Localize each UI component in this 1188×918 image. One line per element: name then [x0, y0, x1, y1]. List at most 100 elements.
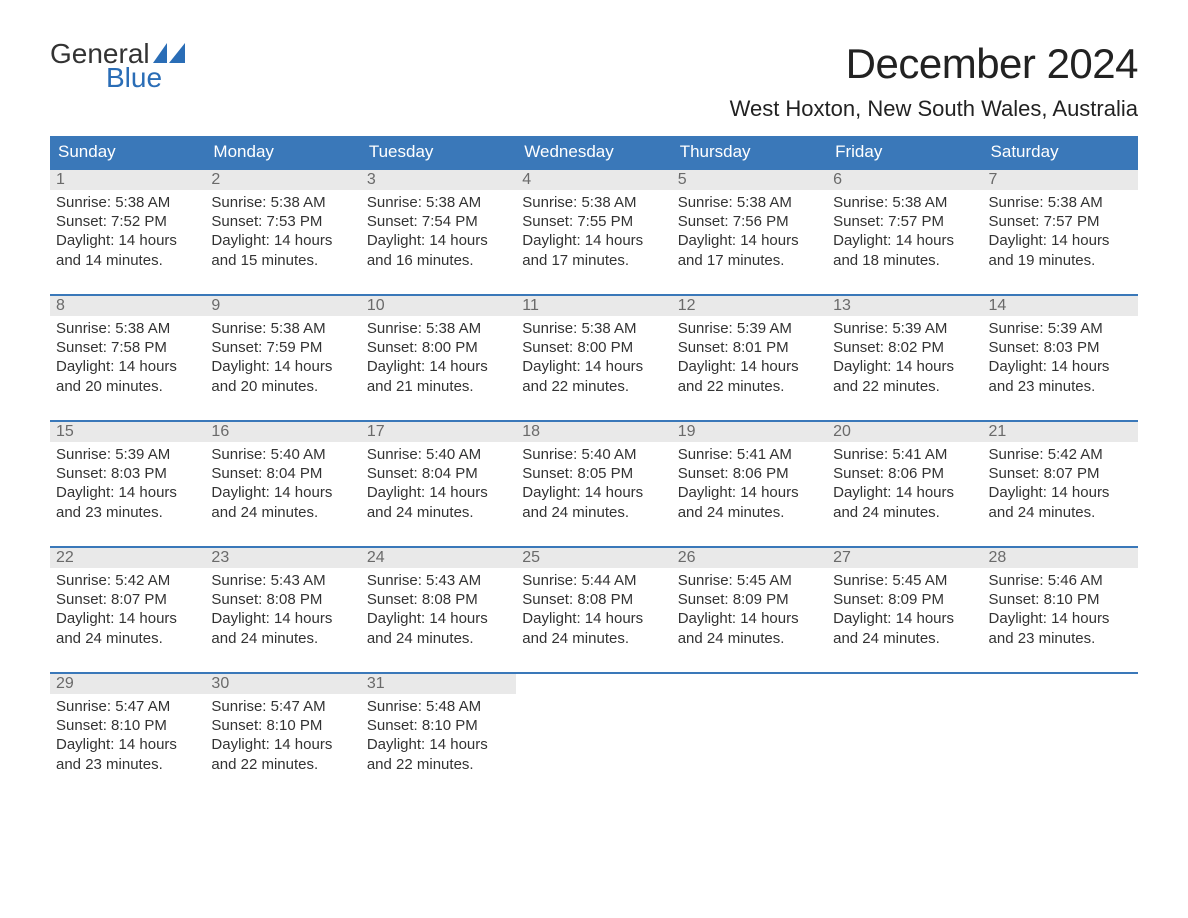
day-cell: 6Sunrise: 5:38 AMSunset: 7:57 PMDaylight… [827, 170, 982, 286]
daylight-label: Daylight: [678, 484, 736, 501]
day-details: Sunrise: 5:43 AMSunset: 8:08 PMDaylight:… [361, 568, 516, 654]
sunset-value: 8:06 PM [733, 465, 789, 482]
sunset-label: Sunset: [367, 591, 418, 608]
sunrise-value: 5:43 AM [426, 572, 481, 589]
daylight-label: Daylight: [678, 232, 736, 249]
sunrise-label: Sunrise: [367, 194, 422, 211]
sunrise-label: Sunrise: [522, 194, 577, 211]
day-cell: 16Sunrise: 5:40 AMSunset: 8:04 PMDayligh… [205, 422, 360, 538]
day-cell: 4Sunrise: 5:38 AMSunset: 7:55 PMDaylight… [516, 170, 671, 286]
day-cell: 11Sunrise: 5:38 AMSunset: 8:00 PMDayligh… [516, 296, 671, 412]
daylight-label: Daylight: [833, 232, 891, 249]
daylight-label: Daylight: [211, 736, 269, 753]
day-number: 23 [205, 548, 360, 568]
sunset-value: 8:07 PM [1044, 465, 1100, 482]
day-cell: 12Sunrise: 5:39 AMSunset: 8:01 PMDayligh… [672, 296, 827, 412]
day-number: 29 [50, 674, 205, 694]
sunset-value: 7:53 PM [266, 213, 322, 230]
day-number: 17 [361, 422, 516, 442]
day-details: Sunrise: 5:45 AMSunset: 8:09 PMDaylight:… [827, 568, 982, 654]
sunrise-value: 5:40 AM [581, 446, 636, 463]
day-cell: 26Sunrise: 5:45 AMSunset: 8:09 PMDayligh… [672, 548, 827, 664]
day-details: Sunrise: 5:45 AMSunset: 8:09 PMDaylight:… [672, 568, 827, 654]
day-cell: 30Sunrise: 5:47 AMSunset: 8:10 PMDayligh… [205, 674, 360, 790]
day-cell: 28Sunrise: 5:46 AMSunset: 8:10 PMDayligh… [983, 548, 1138, 664]
day-cell: . [516, 674, 671, 790]
week-row: 29Sunrise: 5:47 AMSunset: 8:10 PMDayligh… [50, 672, 1138, 790]
day-cell: 15Sunrise: 5:39 AMSunset: 8:03 PMDayligh… [50, 422, 205, 538]
sunrise-label: Sunrise: [522, 320, 577, 337]
sunset-label: Sunset: [56, 213, 107, 230]
day-number: 8 [50, 296, 205, 316]
sunrise-label: Sunrise: [56, 446, 111, 463]
sunrise-value: 5:38 AM [892, 194, 947, 211]
sunrise-value: 5:41 AM [737, 446, 792, 463]
header: General Blue December 2024 West Hoxton, … [50, 40, 1138, 122]
sail-icon [153, 40, 185, 60]
sunset-label: Sunset: [211, 591, 262, 608]
sunrise-value: 5:38 AM [737, 194, 792, 211]
daylight-label: Daylight: [211, 358, 269, 375]
day-cell: 24Sunrise: 5:43 AMSunset: 8:08 PMDayligh… [361, 548, 516, 664]
day-number: 21 [983, 422, 1138, 442]
day-number: 10 [361, 296, 516, 316]
sunset-label: Sunset: [367, 339, 418, 356]
sunset-label: Sunset: [989, 213, 1040, 230]
sunrise-label: Sunrise: [678, 320, 733, 337]
daylight-label: Daylight: [367, 358, 425, 375]
sunrise-label: Sunrise: [833, 194, 888, 211]
sunrise-value: 5:38 AM [581, 194, 636, 211]
day-cell: 9Sunrise: 5:38 AMSunset: 7:59 PMDaylight… [205, 296, 360, 412]
sunrise-value: 5:39 AM [1048, 320, 1103, 337]
day-details: Sunrise: 5:48 AMSunset: 8:10 PMDaylight:… [361, 694, 516, 780]
day-cell: 13Sunrise: 5:39 AMSunset: 8:02 PMDayligh… [827, 296, 982, 412]
day-cell: 3Sunrise: 5:38 AMSunset: 7:54 PMDaylight… [361, 170, 516, 286]
sunrise-value: 5:38 AM [271, 320, 326, 337]
day-cell: 7Sunrise: 5:38 AMSunset: 7:57 PMDaylight… [983, 170, 1138, 286]
day-number: 9 [205, 296, 360, 316]
sunset-label: Sunset: [989, 339, 1040, 356]
sunset-label: Sunset: [211, 465, 262, 482]
sunrise-value: 5:38 AM [1048, 194, 1103, 211]
sunset-value: 8:06 PM [888, 465, 944, 482]
sunrise-label: Sunrise: [367, 698, 422, 715]
day-details: Sunrise: 5:38 AMSunset: 7:56 PMDaylight:… [672, 190, 827, 276]
sunrise-label: Sunrise: [211, 698, 266, 715]
day-details: Sunrise: 5:42 AMSunset: 8:07 PMDaylight:… [50, 568, 205, 654]
day-cell: 18Sunrise: 5:40 AMSunset: 8:05 PMDayligh… [516, 422, 671, 538]
daylight-label: Daylight: [833, 358, 891, 375]
sunset-value: 8:01 PM [733, 339, 789, 356]
day-cell: . [672, 674, 827, 790]
day-number: 31 [361, 674, 516, 694]
day-details: Sunrise: 5:46 AMSunset: 8:10 PMDaylight:… [983, 568, 1138, 654]
day-number: 30 [205, 674, 360, 694]
day-number: 14 [983, 296, 1138, 316]
sunrise-label: Sunrise: [522, 446, 577, 463]
daylight-label: Daylight: [56, 484, 114, 501]
daylight-label: Daylight: [989, 484, 1047, 501]
day-details: Sunrise: 5:38 AMSunset: 7:58 PMDaylight:… [50, 316, 205, 402]
sunset-label: Sunset: [522, 591, 573, 608]
sunset-label: Sunset: [56, 717, 107, 734]
sunrise-value: 5:40 AM [426, 446, 481, 463]
sunrise-value: 5:38 AM [271, 194, 326, 211]
week-row: 22Sunrise: 5:42 AMSunset: 8:07 PMDayligh… [50, 546, 1138, 664]
day-details: Sunrise: 5:39 AMSunset: 8:01 PMDaylight:… [672, 316, 827, 402]
daylight-label: Daylight: [211, 232, 269, 249]
sunset-value: 8:02 PM [888, 339, 944, 356]
sunset-value: 8:09 PM [888, 591, 944, 608]
sunrise-label: Sunrise: [56, 572, 111, 589]
sunset-label: Sunset: [56, 591, 107, 608]
sunrise-value: 5:45 AM [892, 572, 947, 589]
sunrise-value: 5:38 AM [115, 320, 170, 337]
daylight-label: Daylight: [678, 358, 736, 375]
sunset-value: 7:55 PM [577, 213, 633, 230]
daylight-label: Daylight: [989, 232, 1047, 249]
daylight-label: Daylight: [989, 610, 1047, 627]
daylight-label: Daylight: [522, 358, 580, 375]
sunset-label: Sunset: [56, 465, 107, 482]
day-number: 18 [516, 422, 671, 442]
day-number: 16 [205, 422, 360, 442]
sunset-label: Sunset: [833, 465, 884, 482]
sunrise-label: Sunrise: [989, 446, 1044, 463]
